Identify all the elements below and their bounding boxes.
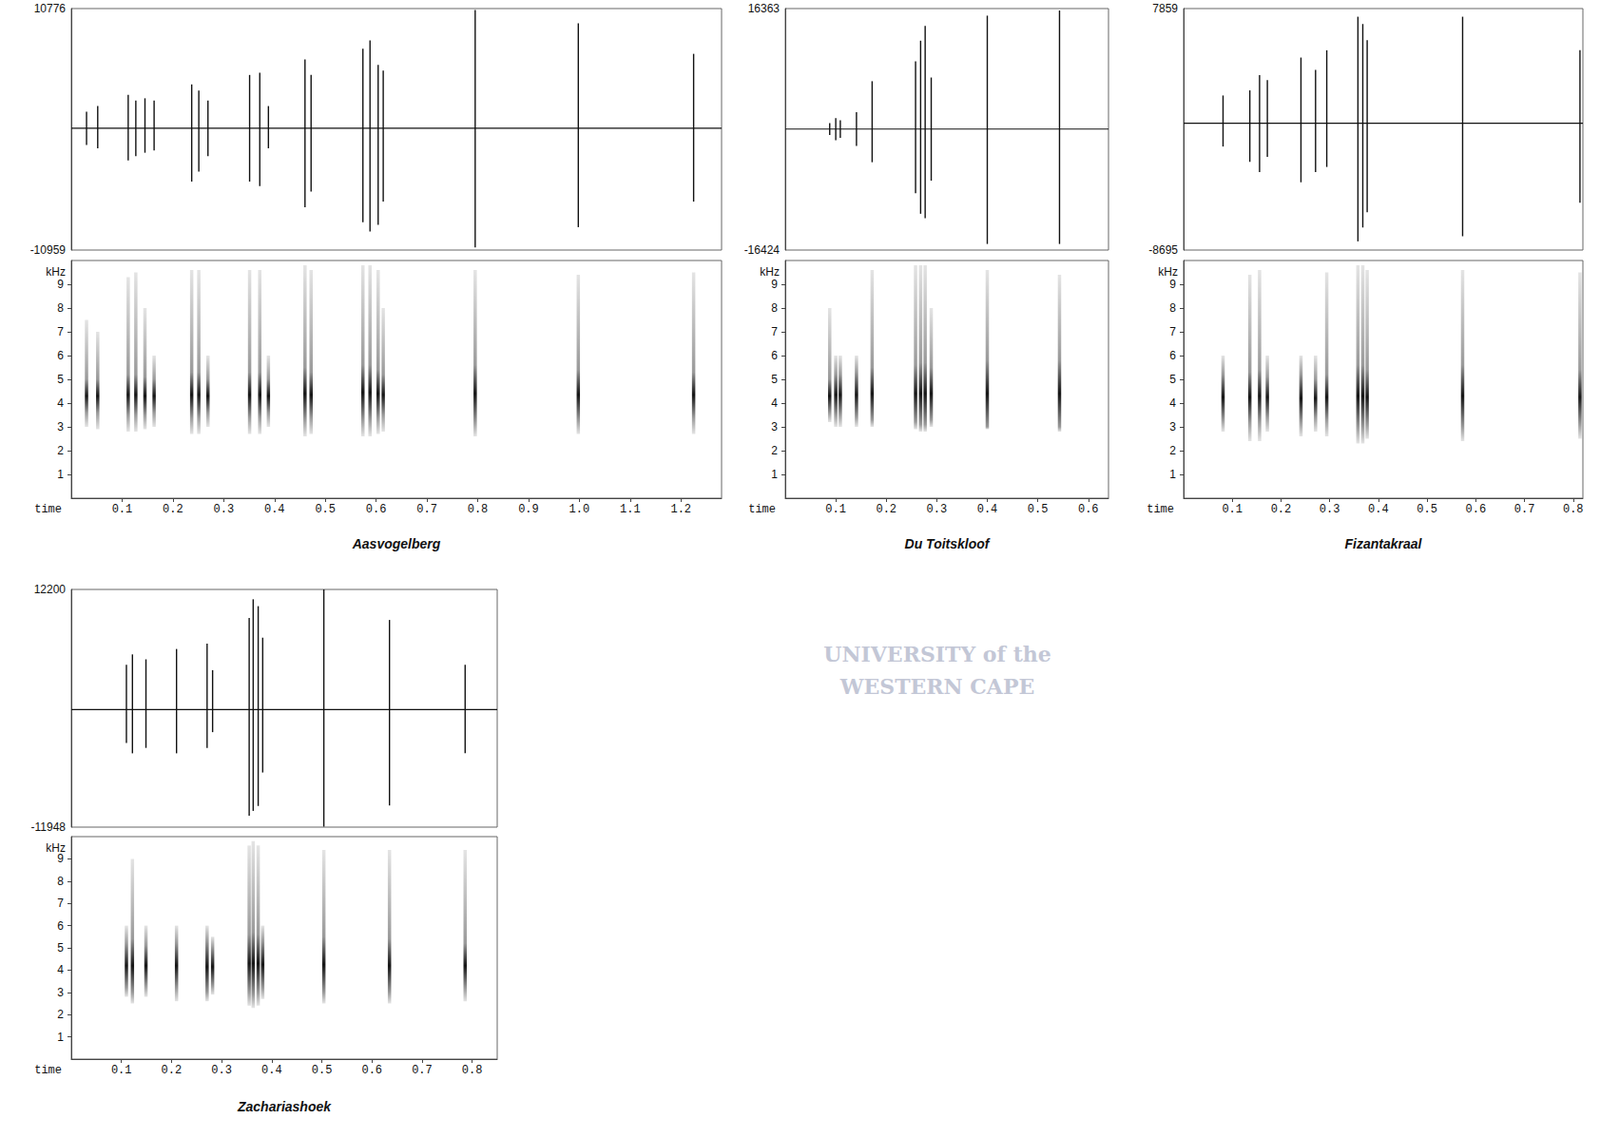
svg-text:0.5: 0.5 (314, 502, 336, 517)
svg-text:7: 7 (57, 896, 64, 910)
svg-text:Zachariashoek: Zachariashoek (236, 1098, 332, 1115)
svg-text:0.3: 0.3 (211, 1063, 232, 1078)
svg-text:0.6: 0.6 (361, 1063, 383, 1078)
svg-text:9: 9 (57, 277, 64, 291)
svg-text:time: time (1146, 502, 1175, 517)
svg-text:8: 8 (771, 301, 778, 315)
svg-text:7859: 7859 (1152, 1, 1178, 16)
svg-text:WESTERN CAPE: WESTERN CAPE (839, 674, 1035, 699)
svg-text:time: time (748, 502, 776, 517)
svg-text:Du Toitskloof: Du Toitskloof (905, 536, 991, 552)
svg-text:-8695: -8695 (1148, 243, 1178, 257)
svg-text:5: 5 (57, 941, 64, 955)
svg-text:1: 1 (57, 1030, 64, 1044)
svg-text:0.1: 0.1 (825, 502, 847, 517)
svg-text:time: time (34, 1063, 62, 1078)
svg-text:0.4: 0.4 (1368, 502, 1389, 517)
svg-text:5: 5 (1169, 372, 1176, 386)
svg-text:4: 4 (1169, 396, 1176, 410)
svg-text:0.8: 0.8 (462, 1063, 483, 1078)
svg-text:6: 6 (771, 348, 778, 363)
svg-text:6: 6 (57, 348, 64, 363)
svg-text:3: 3 (771, 420, 778, 434)
svg-text:1.0: 1.0 (569, 502, 591, 517)
svg-text:7: 7 (1169, 325, 1176, 339)
svg-text:UNIVERSITY of the: UNIVERSITY of the (823, 641, 1052, 667)
svg-text:2: 2 (771, 443, 778, 458)
svg-text:6: 6 (1169, 348, 1176, 363)
svg-text:0.2: 0.2 (161, 1063, 183, 1078)
svg-text:0.5: 0.5 (1416, 502, 1438, 517)
svg-text:8: 8 (57, 874, 64, 888)
svg-text:1.1: 1.1 (619, 502, 641, 517)
svg-text:3: 3 (57, 985, 64, 1000)
svg-text:0.2: 0.2 (162, 502, 184, 517)
svg-text:3: 3 (57, 420, 64, 434)
svg-text:0.4: 0.4 (261, 1063, 283, 1078)
svg-text:kHz: kHz (759, 265, 780, 279)
svg-text:kHz: kHz (45, 840, 66, 855)
svg-text:kHz: kHz (45, 265, 66, 279)
svg-text:8: 8 (1169, 301, 1176, 315)
svg-text:6: 6 (57, 919, 64, 933)
svg-text:4: 4 (57, 963, 64, 977)
svg-text:0.4: 0.4 (977, 502, 999, 517)
svg-text:5: 5 (771, 372, 778, 386)
svg-text:0.4: 0.4 (264, 502, 286, 517)
svg-text:1: 1 (57, 467, 64, 482)
svg-text:4: 4 (771, 396, 778, 410)
svg-text:2: 2 (57, 1007, 64, 1022)
svg-text:Aasvogelberg: Aasvogelberg (351, 536, 442, 552)
svg-text:0.9: 0.9 (518, 502, 540, 517)
svg-text:16363: 16363 (748, 1, 781, 16)
svg-text:7: 7 (57, 325, 64, 339)
svg-text:0.3: 0.3 (926, 502, 948, 517)
svg-text:-16424: -16424 (744, 243, 781, 257)
svg-text:-10959: -10959 (30, 243, 67, 257)
svg-text:8: 8 (57, 301, 64, 315)
svg-text:0.8: 0.8 (1562, 502, 1584, 517)
svg-text:time: time (34, 502, 62, 517)
svg-text:0.1: 0.1 (112, 502, 134, 517)
svg-text:0.1: 0.1 (111, 1063, 133, 1078)
svg-text:0.5: 0.5 (1027, 502, 1049, 517)
svg-text:Fizantakraal: Fizantakraal (1345, 536, 1424, 552)
svg-text:12200: 12200 (34, 582, 67, 597)
svg-text:1.2: 1.2 (670, 502, 692, 517)
svg-text:1: 1 (771, 467, 778, 482)
svg-text:9: 9 (771, 277, 778, 291)
svg-text:0.5: 0.5 (311, 1063, 333, 1078)
svg-text:0.7: 0.7 (411, 1063, 433, 1078)
svg-text:4: 4 (57, 396, 64, 410)
svg-text:0.1: 0.1 (1221, 502, 1243, 517)
svg-text:0.6: 0.6 (366, 502, 387, 517)
svg-text:0.6: 0.6 (1078, 502, 1099, 517)
svg-text:0.2: 0.2 (1271, 502, 1292, 517)
svg-text:0.7: 0.7 (1514, 502, 1536, 517)
svg-text:2: 2 (57, 443, 64, 458)
svg-text:9: 9 (57, 851, 64, 866)
svg-text:0.7: 0.7 (416, 502, 438, 517)
svg-text:0.2: 0.2 (875, 502, 897, 517)
svg-text:2: 2 (1169, 443, 1176, 458)
svg-text:9: 9 (1169, 277, 1176, 291)
svg-text:7: 7 (771, 325, 778, 339)
svg-text:0.3: 0.3 (1319, 502, 1341, 517)
svg-text:5: 5 (57, 372, 64, 386)
svg-text:0.6: 0.6 (1465, 502, 1487, 517)
svg-text:0.8: 0.8 (467, 502, 489, 517)
svg-text:10776: 10776 (34, 1, 67, 16)
svg-text:-11948: -11948 (31, 820, 67, 834)
svg-text:0.3: 0.3 (213, 502, 235, 517)
svg-text:1: 1 (1169, 467, 1176, 482)
svg-text:kHz: kHz (1157, 265, 1178, 279)
svg-text:3: 3 (1169, 420, 1176, 434)
